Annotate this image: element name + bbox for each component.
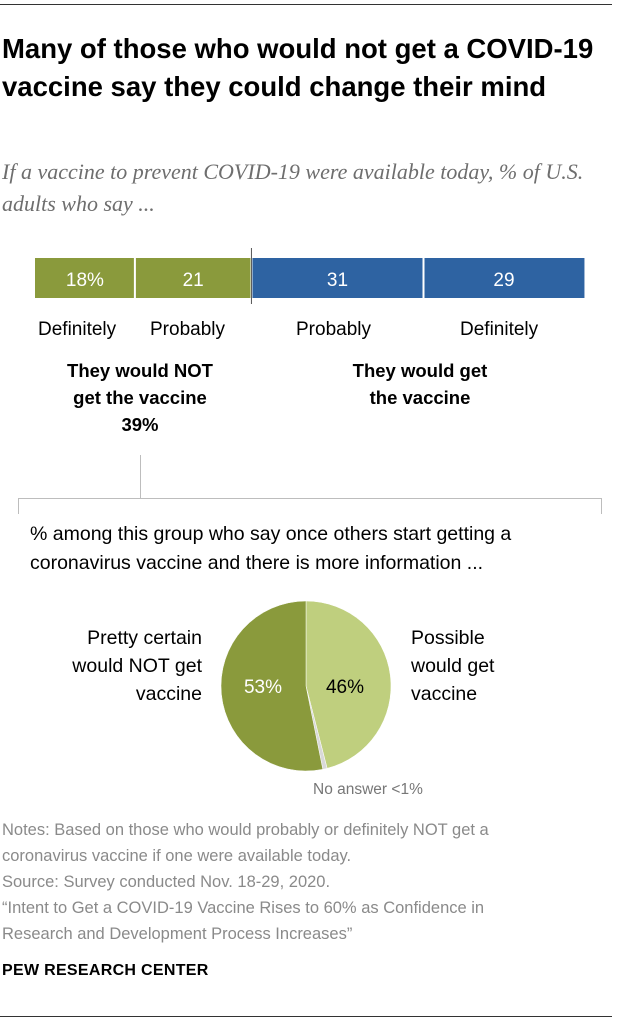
group-label-line: They would get bbox=[352, 360, 488, 381]
bar-value-label: 31 bbox=[327, 270, 348, 291]
bottom-rule bbox=[0, 1016, 612, 1017]
notes-line: coronavirus vaccine if one were availabl… bbox=[2, 847, 352, 865]
bar-value-label: 29 bbox=[493, 270, 514, 291]
chart-title: Many of those who would not get a COVID-… bbox=[2, 33, 594, 102]
pie-value-label: 46% bbox=[326, 677, 364, 698]
group-label-line: get the vaccine bbox=[73, 387, 207, 408]
group-total-value: 39% bbox=[121, 414, 159, 435]
bar-category-label-definitely-not: Definitely bbox=[38, 319, 117, 340]
group-label-line: They would NOT bbox=[67, 360, 213, 381]
group-bracket bbox=[18, 498, 602, 514]
pew-logo-text: PEW RESEARCH CENTER bbox=[2, 962, 209, 979]
report-title-line: “Intent to Get a COVID-19 Vaccine Rises … bbox=[2, 899, 485, 917]
top-rule bbox=[0, 4, 612, 5]
bar-category-label-probably-not: Probably bbox=[150, 319, 225, 340]
connector-line bbox=[140, 455, 141, 498]
pie-no-answer-label: No answer <1% bbox=[313, 781, 423, 798]
pie-right-label-line: Possible bbox=[411, 627, 485, 649]
bar-category-label-definitely-get: Definitely bbox=[460, 319, 539, 340]
pie-left-label-line: Pretty certain bbox=[87, 627, 202, 649]
bar-segment bbox=[423, 258, 585, 298]
pie-right-label: Possible would get vaccine bbox=[411, 624, 591, 708]
group-label-line: the vaccine bbox=[369, 387, 471, 408]
pie-left-label: Pretty certain would NOT get vaccine bbox=[40, 624, 202, 708]
pie-intro-text: % among this group who say once others s… bbox=[30, 523, 512, 574]
bar-category-label-probably-get: Probably bbox=[296, 319, 371, 340]
group-label-would-not-get: They would NOT get the vaccine 39% bbox=[20, 357, 260, 438]
pie-right-label-line: vaccine bbox=[411, 683, 478, 705]
bar-segment bbox=[134, 258, 252, 298]
pie-chart: 53% 46% No answer <1% bbox=[220, 600, 423, 798]
bar-segment bbox=[251, 258, 424, 298]
pie-value-label: 53% bbox=[244, 677, 282, 698]
stacked-bar-chart: 18% 21 31 29 bbox=[35, 248, 585, 304]
group-label-would-get: They would get the vaccine bbox=[300, 357, 540, 411]
pie-slice bbox=[220, 600, 324, 772]
bar-value-label: 21 bbox=[183, 270, 204, 291]
pie-right-label-line: would get bbox=[411, 655, 495, 677]
chart-subtitle: If a vaccine to prevent COVID-19 were av… bbox=[2, 159, 584, 216]
bar-value-label: 18% bbox=[66, 270, 104, 291]
source-line: Source: Survey conducted Nov. 18-29, 202… bbox=[2, 873, 331, 891]
notes-block: Notes: Based on those who would probably… bbox=[2, 817, 602, 947]
pie-left-label-line: would NOT get bbox=[72, 655, 202, 677]
pie-left-label-line: vaccine bbox=[135, 683, 202, 705]
pie-slice bbox=[305, 600, 392, 769]
notes-line: Notes: Based on those who would probably… bbox=[2, 821, 489, 839]
bar-segment bbox=[35, 258, 135, 298]
report-title-line: Research and Development Process Increas… bbox=[2, 925, 353, 943]
